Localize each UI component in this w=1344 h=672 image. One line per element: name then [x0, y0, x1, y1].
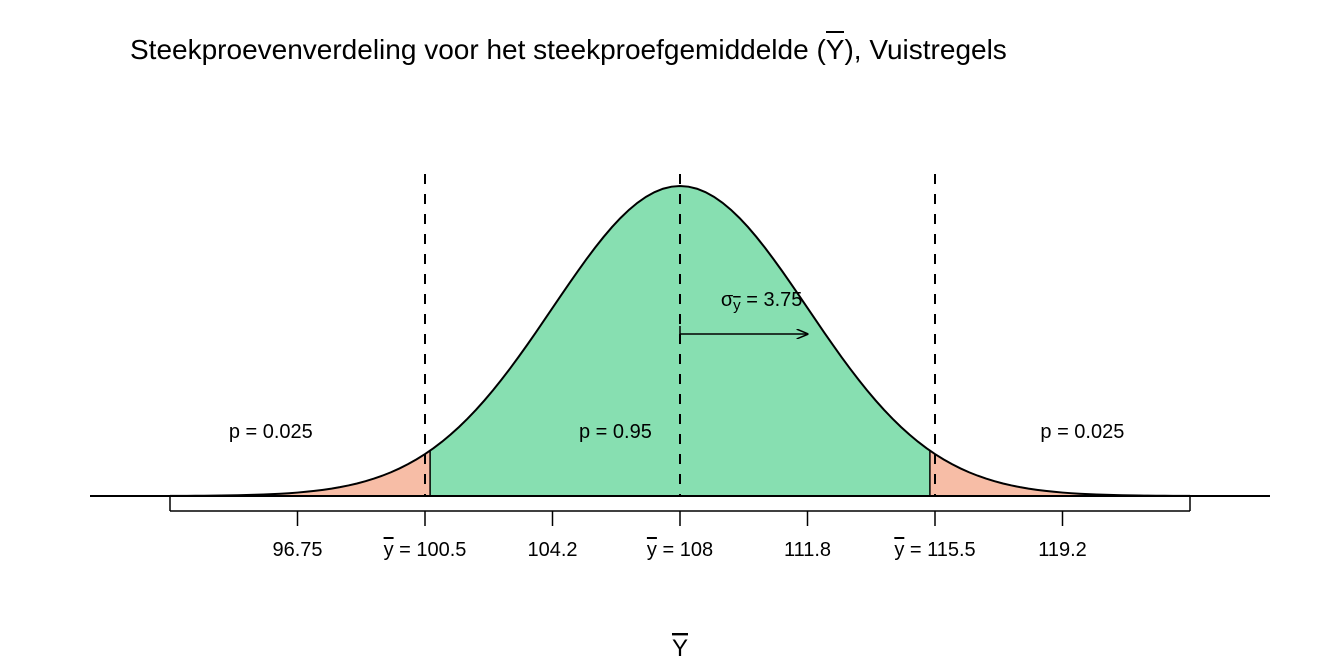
left-tail: [170, 451, 430, 496]
axis-tick-label: y = 100.5: [384, 539, 467, 561]
distribution-chart: 96.75 y = 100.5 104.2 y = 108 111.8 y = 115.5…: [0, 66, 1344, 666]
axis-tick-label: y = 115.5: [894, 539, 975, 561]
probability-label: p = 0.025: [229, 421, 313, 443]
axis-tick-label: 119.2: [1038, 539, 1087, 561]
axis-tick-label: 96.75: [272, 539, 322, 561]
title-ybar: Y: [826, 34, 845, 65]
probability-label: p = 0.95: [579, 421, 652, 443]
title-prefix: Steekproevenverdeling voor het steekproe…: [130, 34, 826, 65]
axis-tick-label: y = 108: [647, 539, 713, 561]
title-suffix: ), Vuistregels: [844, 34, 1006, 65]
axis-tick-label: 104.2: [527, 539, 577, 561]
probability-label: p = 0.025: [1040, 421, 1124, 443]
right-tail: [930, 451, 1190, 496]
sigma-label: σy = 3.75: [721, 289, 803, 314]
axis-tick-label: 111.8: [784, 539, 831, 561]
x-axis-label: Y: [672, 635, 688, 662]
chart-title: Steekproevenverdeling voor het steekproe…: [0, 0, 1344, 66]
